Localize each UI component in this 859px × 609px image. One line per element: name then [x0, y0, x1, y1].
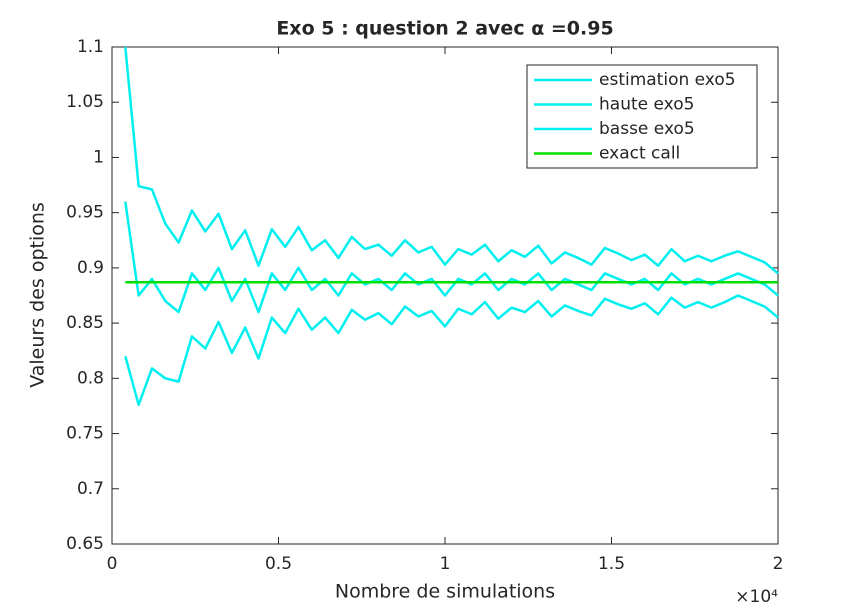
legend-label: exact call	[599, 144, 680, 164]
legend-box	[526, 64, 758, 169]
x-axis-label: Nombre de simulations	[335, 581, 555, 603]
y-tick-label: 0.7	[77, 479, 104, 499]
x-tick-label: 0.5	[265, 554, 292, 574]
y-tick-label: 1.05	[66, 92, 104, 112]
y-tick-label: 1	[93, 147, 104, 167]
series-line	[124, 46, 779, 275]
y-tick-label: 0.75	[66, 424, 104, 444]
legend-label: haute exo5	[599, 95, 694, 115]
series-line	[124, 294, 779, 407]
y-tick-label: 0.9	[77, 258, 104, 278]
y-tick-label: 0.95	[66, 203, 104, 223]
y-tick-label: 0.8	[77, 368, 104, 388]
y-tick-label: 1.1	[77, 37, 104, 57]
legend-label: basse exo5	[599, 119, 695, 139]
x-multiplier: ×10⁴	[735, 587, 778, 607]
y-tick-label: 0.65	[66, 534, 104, 554]
x-tick-label: 1.5	[598, 554, 625, 574]
chart-title: Exo 5 : question 2 avec α =0.95	[276, 18, 613, 40]
x-tick-label: 1	[440, 554, 451, 574]
y-axis-label: Valeurs des options	[27, 202, 49, 388]
y-tick-label: 0.85	[66, 313, 104, 333]
x-tick-label: 0	[107, 554, 118, 574]
x-tick-label: 2	[773, 554, 784, 574]
series-line	[124, 201, 779, 314]
legend-label: estimation exo5	[599, 70, 736, 90]
